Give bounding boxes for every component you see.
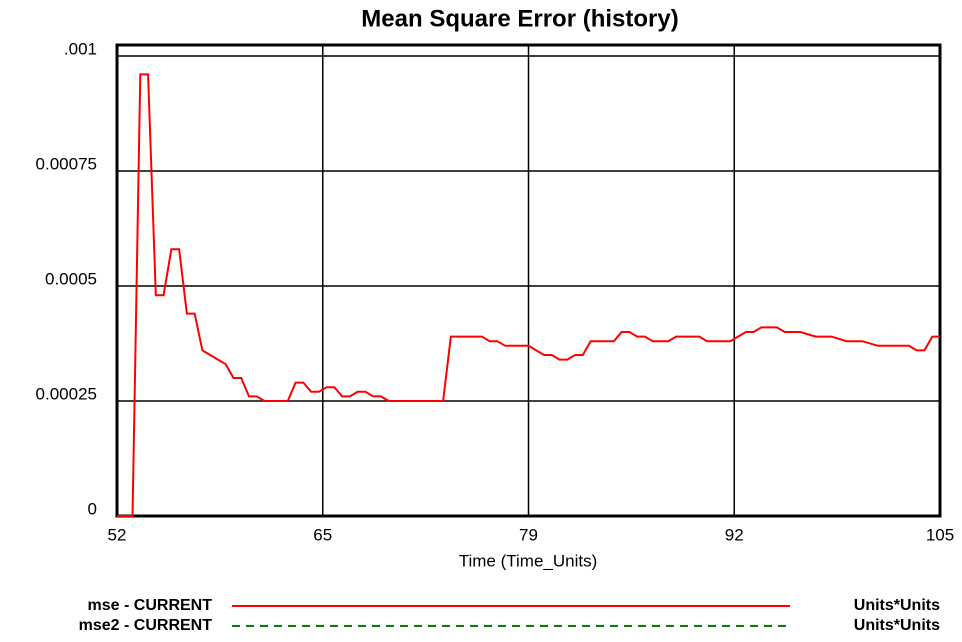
x-tick-label: 79: [519, 525, 538, 544]
x-tick-label: 105: [926, 525, 954, 544]
x-tick-label: 65: [313, 525, 332, 544]
y-tick-label: 0: [88, 499, 97, 518]
y-tick-label: 0.0005: [45, 269, 97, 288]
legend-units: Units*Units: [854, 617, 940, 634]
x-tick-label: 52: [108, 525, 127, 544]
legend-label: mse - CURRENT: [88, 597, 213, 614]
chart-title: Mean Square Error (history): [361, 5, 678, 32]
y-tick-label: .001: [64, 39, 97, 58]
data-line: [117, 73, 940, 517]
legend-units: Units*Units: [854, 597, 940, 614]
x-axis-label: Time (Time_Units): [459, 551, 598, 570]
legend-label: mse2 - CURRENT: [79, 617, 213, 634]
plot-frame: [115, 43, 942, 518]
y-tick-label: 0.00075: [36, 154, 97, 173]
x-tick-label: 92: [725, 525, 744, 544]
y-tick-label: 0.00025: [36, 384, 97, 403]
